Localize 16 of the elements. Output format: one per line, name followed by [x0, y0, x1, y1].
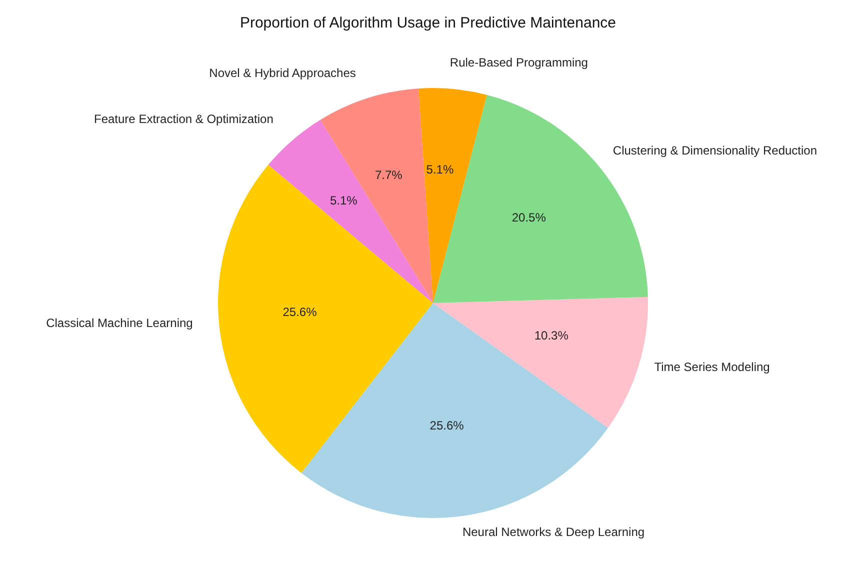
- slice-label: Novel & Hybrid Approaches: [209, 66, 356, 80]
- pie-slice: [418, 88, 487, 303]
- data-label: 20.5%: [512, 210, 546, 225]
- data-label: 25.6%: [430, 418, 464, 433]
- data-label: 25.6%: [282, 304, 318, 319]
- slice-label: Neural Networks & Deep Learning: [462, 524, 645, 539]
- slice-label: Classical Machine Learning: [46, 316, 193, 330]
- slice-label: Time Series Modeling: [654, 360, 770, 374]
- data-label: 5.1%: [426, 162, 454, 177]
- data-label: 10.3%: [534, 328, 569, 343]
- slice-label: Feature Extraction & Optimization: [94, 112, 274, 126]
- chart-title: Proportion of Algorithm Usage in Predictive Maintenance: [240, 14, 616, 32]
- data-label: 5.1%: [330, 193, 358, 208]
- slice-label: Rule-Based Programming: [450, 56, 588, 70]
- data-label: 7.7%: [375, 168, 403, 182]
- slice-label: Clustering & Dimensionality Reduction: [612, 144, 818, 158]
